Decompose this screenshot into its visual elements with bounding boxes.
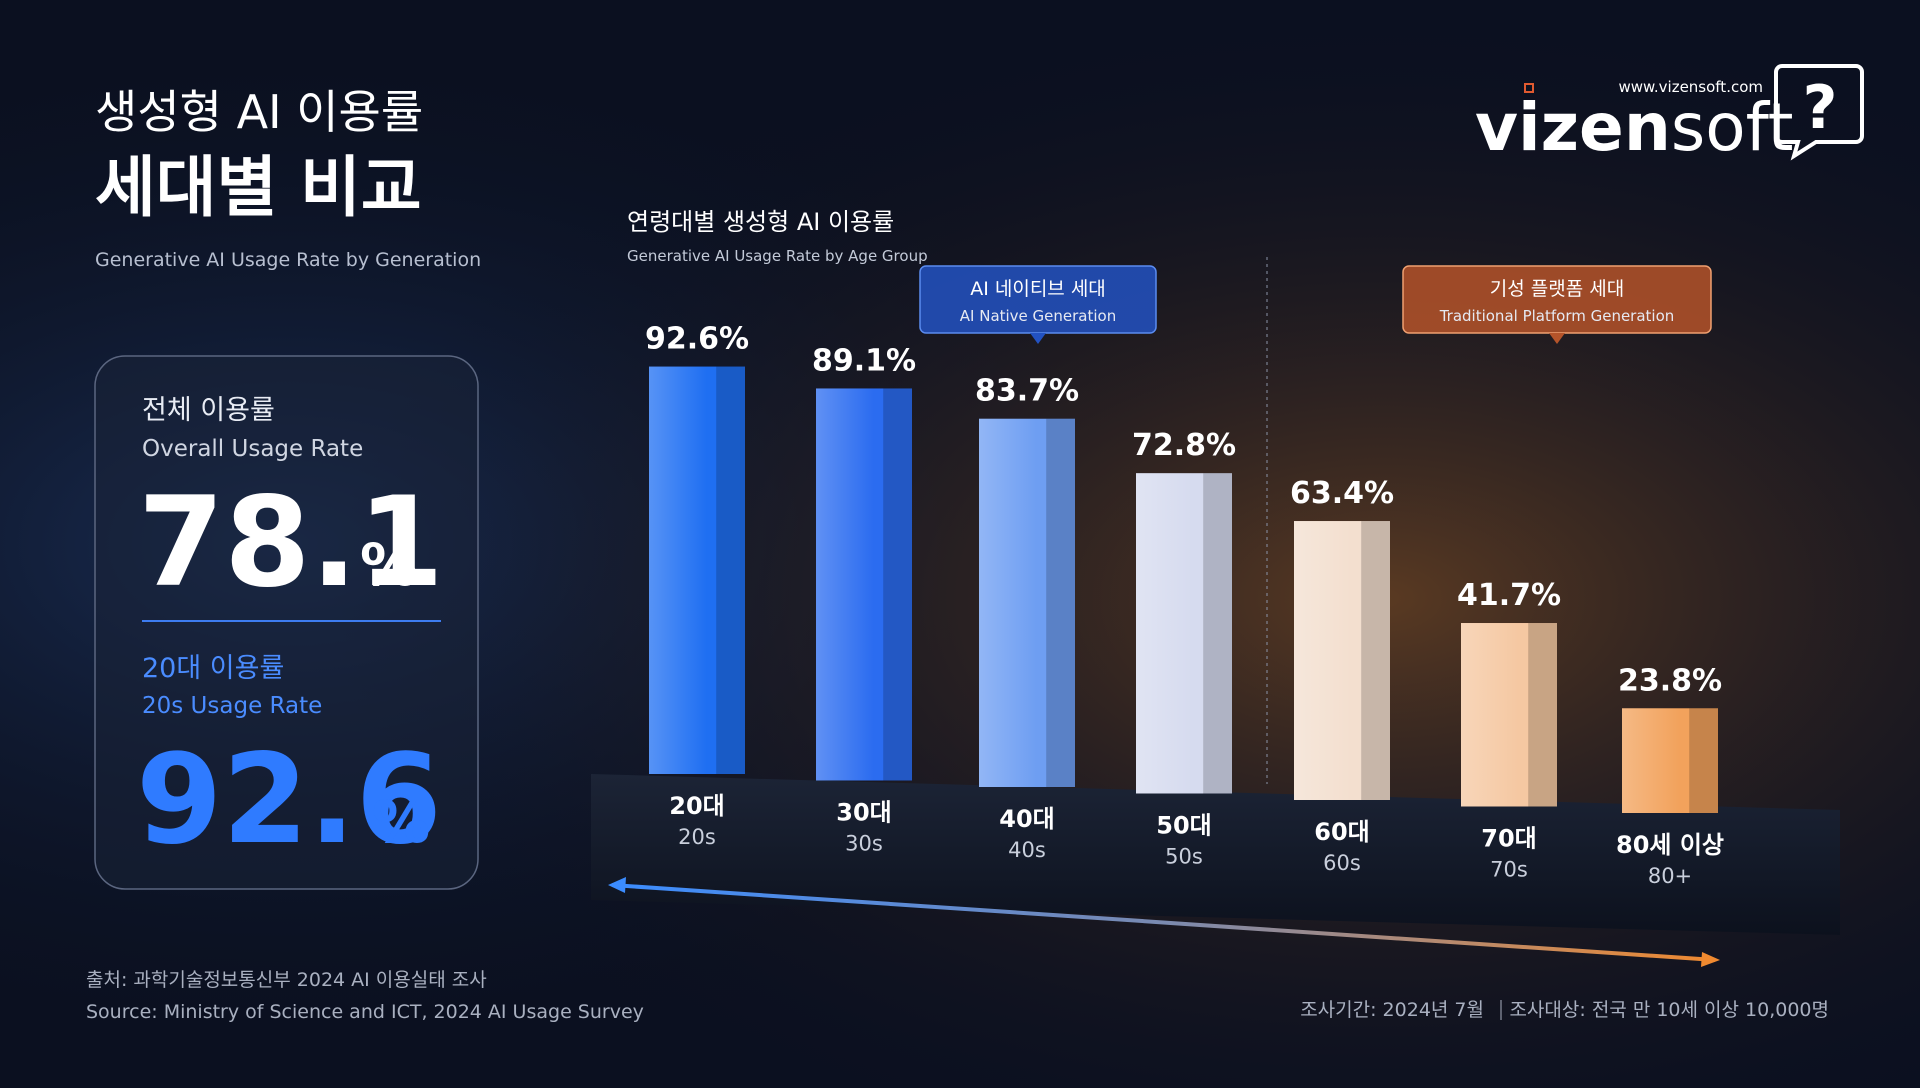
value-label: 92.6% xyxy=(645,322,749,357)
summary-value: 92.6 xyxy=(136,728,442,872)
x-tick-label-en: 50s xyxy=(1165,845,1203,869)
x-tick-label: 70대 xyxy=(1481,825,1536,853)
x-tick-label-en: 60s xyxy=(1323,851,1361,875)
x-tick-label-en: 80+ xyxy=(1648,864,1692,888)
brand-url: www.vizensoft.com xyxy=(1618,78,1763,96)
bar-shine xyxy=(979,418,1075,787)
bar-shine xyxy=(1294,521,1390,800)
value-label: 41.7% xyxy=(1457,578,1561,613)
x-tick-label: 20대 xyxy=(669,792,724,820)
summary-label: 전체 이용률 xyxy=(142,395,275,426)
chart-title: 연령대별 생성형 AI 이용률 xyxy=(627,208,894,236)
source-ko: 출처: 과학기술정보통신부 2024 AI 이용실태 조사 xyxy=(86,969,487,991)
x-tick-label-en: 20s xyxy=(678,825,716,849)
bar-shine xyxy=(1136,473,1232,794)
x-tick-label: 80세 이상 xyxy=(1616,831,1724,859)
brand-name-a: vizen xyxy=(1475,89,1671,166)
summary-label-en: Overall Usage Rate xyxy=(142,436,363,462)
group-pointer xyxy=(1030,333,1046,344)
brand-name-b: soft xyxy=(1671,89,1794,166)
subtitle: Generative AI Usage Rate by Generation xyxy=(95,249,481,271)
arrow-head xyxy=(608,877,626,893)
bar-shine xyxy=(1622,708,1718,813)
x-tick-label: 30대 xyxy=(836,799,891,827)
summary-label-en: 20s Usage Rate xyxy=(142,693,322,719)
survey-target: 조사대상: 전국 만 10세 이상 10,000명 xyxy=(1509,999,1829,1021)
group-name-en: AI Native Generation xyxy=(960,307,1116,325)
brand-icon-text: ? xyxy=(1803,73,1838,143)
value-label: 72.8% xyxy=(1132,428,1236,463)
x-tick-label-en: 30s xyxy=(845,832,883,856)
summary-value: 78.1 xyxy=(138,471,444,615)
x-tick-label: 50대 xyxy=(1156,812,1211,840)
source-en: Source: Ministry of Science and ICT, 202… xyxy=(86,1001,644,1023)
platform xyxy=(591,774,1840,935)
value-label: 23.8% xyxy=(1618,663,1722,698)
title-bold: 세대별 비교 xyxy=(95,149,422,226)
survey-period: 조사기간: 2024년 7월 xyxy=(1300,999,1484,1021)
summary-label: 20대 이용률 xyxy=(142,653,284,684)
group-name: AI 네이티브 세대 xyxy=(970,278,1106,300)
title: 생성형 AI 이용률 xyxy=(95,85,423,139)
summary-panel xyxy=(94,355,479,890)
brand-dot xyxy=(1524,83,1534,93)
x-tick-label-en: 70s xyxy=(1490,858,1528,882)
bar-shine xyxy=(816,388,912,781)
x-tick-label: 40대 xyxy=(999,805,1054,833)
x-tick-label: 60대 xyxy=(1314,818,1369,846)
trend-arrow xyxy=(611,883,1716,962)
bar-shine xyxy=(649,366,745,774)
summary-unit: % xyxy=(360,531,418,599)
brand-icon xyxy=(1774,64,1864,161)
value-label: 63.4% xyxy=(1290,476,1394,511)
chart-subtitle: Generative AI Usage Rate by Age Group xyxy=(627,247,928,265)
group-pointer xyxy=(1549,333,1565,344)
brand-name: vizensoft xyxy=(1475,89,1794,166)
value-label: 89.1% xyxy=(812,343,916,378)
group-name-en: Traditional Platform Generation xyxy=(1439,307,1675,325)
arrow-head xyxy=(1701,952,1720,967)
x-tick-label-en: 40s xyxy=(1008,838,1046,862)
group-name: 기성 플랫폼 세대 xyxy=(1490,278,1624,300)
summary-unit: % xyxy=(372,788,430,856)
bar-shine xyxy=(1461,623,1557,807)
value-label: 83.7% xyxy=(975,374,1079,409)
